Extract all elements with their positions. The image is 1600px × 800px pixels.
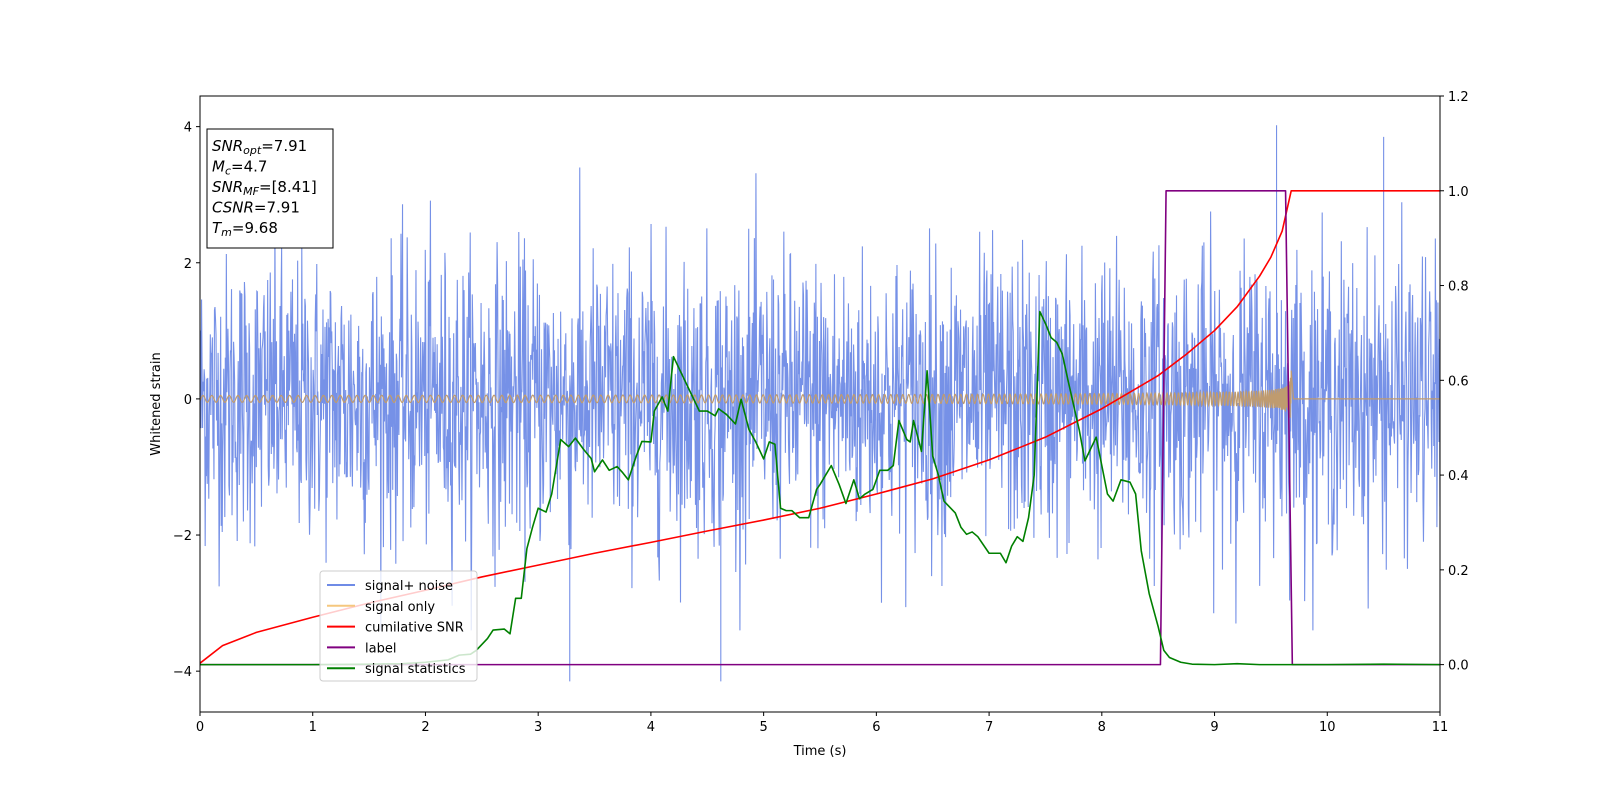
x-tick-label: 0 <box>196 720 204 735</box>
annotation-line: Mc=4.7 <box>212 158 267 178</box>
series-signal-statistics <box>200 310 1440 666</box>
y-right-tick-label: 0.6 <box>1448 374 1469 389</box>
annotation-box-frame <box>206 128 334 249</box>
x-tick-label: 8 <box>1098 720 1106 735</box>
x-tick-label: 11 <box>1432 720 1449 735</box>
y-left-tick-label: 2 <box>184 257 192 272</box>
legend-frame <box>319 570 478 682</box>
legend-label-text: cumilative SNR <box>365 621 464 636</box>
x-tick-label: 6 <box>872 720 880 735</box>
x-tick-label: 4 <box>647 720 655 735</box>
y-left-tick-label: 4 <box>184 121 192 136</box>
y-axis-left: −4 −2 0 2 4 <box>173 121 200 680</box>
x-tick-label: 7 <box>985 720 993 735</box>
x-tick-label: 2 <box>421 720 429 735</box>
x-tick-label: 10 <box>1319 720 1336 735</box>
annotation-line: Tm=9.68 <box>212 219 278 239</box>
y-right-tick-label: 0.8 <box>1448 280 1469 295</box>
legend-cumulative-snr: cumilative SNR <box>327 621 464 636</box>
legend-label-text: signal statistics <box>365 662 466 677</box>
legend-label-text: signal only <box>365 600 435 615</box>
x-tick-label: 5 <box>759 720 767 735</box>
x-tick-label: 1 <box>309 720 317 735</box>
y-axis-right: 0.0 0.2 0.4 0.6 0.8 1.0 1.2 <box>1440 90 1469 674</box>
legend-signal-statistics: signal statistics <box>327 662 466 677</box>
annotation-line: SNRopt=7.91 <box>212 137 307 157</box>
x-tick-label: 3 <box>534 720 542 735</box>
annotation-line: CSNR=7.91 <box>212 199 300 217</box>
y-right-tick-label: 0.0 <box>1448 659 1469 674</box>
legend-signal-noise: signal+ noise <box>327 579 453 594</box>
y-right-tick-label: 0.4 <box>1448 469 1469 484</box>
y-left-tick-label: −4 <box>173 665 192 680</box>
series-signal-noise <box>200 125 1440 682</box>
x-tick-label: 9 <box>1210 720 1218 735</box>
y-right-tick-label: 1.0 <box>1448 185 1469 200</box>
y-left-tick-label: 0 <box>184 393 192 408</box>
legend-label-text: label <box>365 641 396 656</box>
y-left-tick-label: −2 <box>173 529 192 544</box>
legend-signal-only: signal only <box>327 600 435 615</box>
plot-frame <box>199 95 1441 713</box>
legend-label: label <box>327 641 396 656</box>
y-right-tick-label: 0.2 <box>1448 564 1469 579</box>
y-right-tick-label: 1.2 <box>1448 90 1469 105</box>
y-axis-label: Whitened strain <box>149 352 164 455</box>
x-axis: 0 1 2 3 4 5 6 7 8 9 10 11 <box>196 712 1448 735</box>
legend: signal+ noise signal only cumilative SNR la… <box>319 570 478 682</box>
legend-label-text: signal+ noise <box>365 579 453 594</box>
x-axis-label: Time (s) <box>793 744 847 759</box>
annotation-line: SNRMF=[8.41] <box>212 178 317 198</box>
